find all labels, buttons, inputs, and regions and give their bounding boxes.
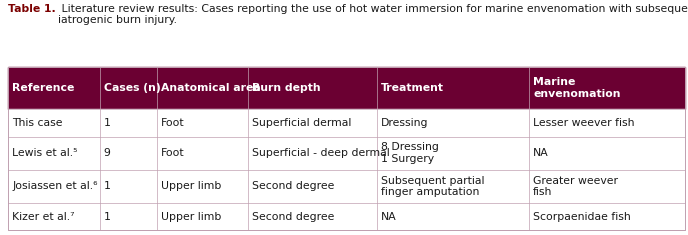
Bar	[8, 67, 685, 230]
Bar	[8, 67, 685, 109]
Text: Kizer et al.⁷: Kizer et al.⁷	[12, 212, 75, 222]
Text: Upper limb: Upper limb	[161, 212, 222, 222]
Text: Upper limb: Upper limb	[161, 181, 222, 192]
Text: Lewis et al.⁵: Lewis et al.⁵	[12, 148, 78, 158]
Text: Reference: Reference	[12, 83, 75, 93]
Text: Foot: Foot	[161, 148, 184, 158]
Text: Cases (n): Cases (n)	[104, 83, 160, 93]
Text: 1: 1	[104, 181, 111, 192]
Text: Burn depth: Burn depth	[252, 83, 321, 93]
Text: Dressing: Dressing	[381, 118, 429, 128]
Text: Scorpaenidae fish: Scorpaenidae fish	[533, 212, 631, 222]
Text: Marine
envenomation: Marine envenomation	[533, 77, 621, 99]
Text: 1: 1	[104, 212, 111, 222]
Text: 1: 1	[104, 118, 111, 128]
Text: This case: This case	[12, 118, 63, 128]
Bar	[8, 137, 685, 170]
Text: NA: NA	[533, 148, 549, 158]
Text: 8 Dressing
1 Surgery: 8 Dressing 1 Surgery	[381, 142, 439, 164]
Text: Anatomical area: Anatomical area	[161, 83, 261, 93]
Text: Treatment: Treatment	[381, 83, 444, 93]
Text: Superficial - deep dermal: Superficial - deep dermal	[252, 148, 390, 158]
Text: Lesser weever fish: Lesser weever fish	[533, 118, 634, 128]
Text: Greater weever
fish: Greater weever fish	[533, 176, 618, 197]
Text: Subsequent partial
finger amputation: Subsequent partial finger amputation	[381, 176, 484, 197]
Text: Superficial dermal: Superficial dermal	[252, 118, 352, 128]
Text: Second degree: Second degree	[252, 212, 335, 222]
Text: Table 1.: Table 1.	[8, 4, 56, 14]
Text: Foot: Foot	[161, 118, 184, 128]
Bar	[8, 109, 685, 137]
Bar	[8, 203, 685, 230]
Bar	[8, 170, 685, 203]
Text: 9: 9	[104, 148, 111, 158]
Text: NA: NA	[381, 212, 397, 222]
Text: Literature review results: Cases reporting the use of hot water immersion for ma: Literature review results: Cases reporti…	[58, 4, 688, 25]
Text: Second degree: Second degree	[252, 181, 335, 192]
Text: Josiassen et al.⁶: Josiassen et al.⁶	[12, 181, 98, 192]
